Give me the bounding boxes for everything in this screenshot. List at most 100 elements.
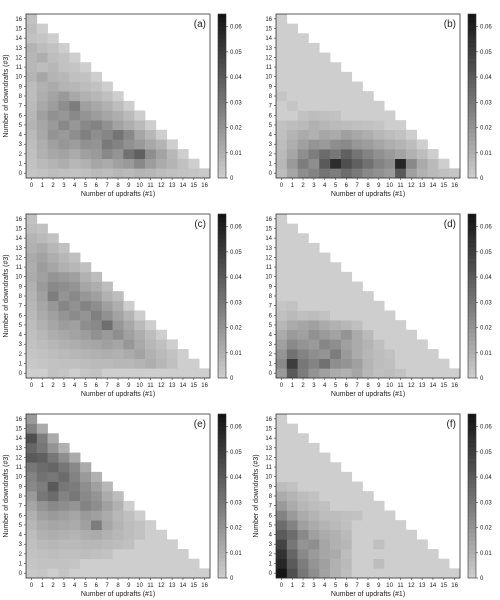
heatmap-cell bbox=[330, 358, 342, 369]
heatmap-cell bbox=[69, 349, 81, 360]
heatmap-cell bbox=[47, 100, 59, 111]
heatmap-cell bbox=[145, 529, 157, 540]
y-tick-label: 3 bbox=[19, 142, 23, 148]
colorbar-segment bbox=[218, 271, 226, 276]
colorbar-tick-label: 0.04 bbox=[480, 275, 492, 281]
heatmap-cell bbox=[297, 529, 309, 540]
y-tick-label: 14 bbox=[15, 36, 22, 42]
heatmap-cell bbox=[101, 291, 113, 302]
heatmap-cell bbox=[308, 510, 320, 521]
heatmap-cell bbox=[69, 149, 81, 160]
heatmap-cell bbox=[297, 120, 309, 131]
heatmap-cell bbox=[308, 471, 320, 482]
heatmap-cell bbox=[319, 71, 331, 82]
heatmap-cell bbox=[58, 149, 70, 160]
heatmap-cell bbox=[47, 42, 59, 53]
colorbar-segment bbox=[218, 161, 226, 166]
x-tick-label: 10 bbox=[386, 383, 393, 389]
heatmap-cell bbox=[36, 242, 48, 253]
heatmap-cell bbox=[166, 349, 178, 360]
colorbar-segment bbox=[468, 300, 476, 305]
heatmap-cell bbox=[199, 168, 211, 179]
colorbar-tick-label: 0.01 bbox=[230, 551, 242, 557]
heatmap-cell bbox=[47, 110, 59, 121]
colorbar-segment bbox=[468, 487, 476, 493]
heatmap-cell bbox=[319, 368, 331, 379]
heatmap-cell bbox=[308, 549, 320, 560]
heatmap-cell bbox=[36, 320, 48, 331]
colorbar-tick-label: 0.03 bbox=[230, 100, 242, 106]
heatmap-cell bbox=[297, 549, 309, 560]
x-tick-label: 16 bbox=[451, 583, 458, 589]
heatmap-cell bbox=[58, 310, 70, 321]
heatmap-cell bbox=[123, 110, 135, 121]
heatmap-cell bbox=[90, 291, 103, 302]
heatmap-cell bbox=[351, 558, 363, 569]
heatmap-cell bbox=[69, 300, 81, 311]
colorbar-segment bbox=[468, 345, 476, 350]
heatmap-cell bbox=[449, 368, 461, 379]
y-tick-label: 12 bbox=[265, 55, 272, 61]
heatmap-cell bbox=[351, 81, 363, 92]
colorbar-segment bbox=[468, 46, 476, 52]
heatmap-cell bbox=[58, 139, 70, 150]
heatmap-cell bbox=[123, 568, 135, 579]
colorbar-segment bbox=[218, 541, 226, 546]
y-tick-label: 13 bbox=[265, 46, 272, 52]
x-tick-label: 1 bbox=[291, 183, 295, 189]
heatmap-cell bbox=[166, 158, 178, 169]
heatmap-cell bbox=[340, 129, 353, 140]
heatmap-cell bbox=[47, 310, 59, 321]
y-tick-label: 9 bbox=[269, 284, 273, 290]
colorbar-segment bbox=[218, 242, 226, 248]
heatmap-cell bbox=[351, 120, 363, 131]
colorbar-segment bbox=[468, 541, 476, 546]
x-tick-label: 2 bbox=[301, 383, 305, 389]
x-tick-label: 4 bbox=[73, 183, 77, 189]
colorbar-segment bbox=[468, 512, 476, 517]
heatmap-cell bbox=[80, 329, 92, 340]
heatmap-cell bbox=[123, 300, 135, 311]
heatmap-cell bbox=[26, 414, 38, 424]
colorbar-segment bbox=[468, 418, 476, 423]
colorbar-tick-label: 0.05 bbox=[480, 50, 492, 56]
y-tick-label: 5 bbox=[19, 123, 23, 129]
heatmap-cell bbox=[340, 81, 353, 92]
heatmap-cell bbox=[80, 481, 92, 492]
heatmap-cell bbox=[276, 300, 288, 311]
x-tick-label: 8 bbox=[116, 383, 120, 389]
heatmap-cell bbox=[308, 291, 320, 302]
heatmap-cell bbox=[308, 310, 320, 321]
heatmap-cell bbox=[58, 52, 70, 63]
y-tick-label: 3 bbox=[19, 542, 23, 548]
heatmap-cell bbox=[36, 42, 48, 53]
heatmap-cell bbox=[319, 252, 331, 263]
x-tick-label: 15 bbox=[190, 583, 197, 589]
heatmap-cell bbox=[36, 168, 48, 179]
heatmap-cell bbox=[286, 100, 298, 111]
heatmap-cell bbox=[145, 520, 157, 531]
heatmap-cell bbox=[405, 168, 417, 179]
heatmap-cell bbox=[90, 168, 103, 179]
colorbar-segment bbox=[218, 214, 226, 219]
y-tick-label: 5 bbox=[269, 523, 273, 529]
y-tick-label: 1 bbox=[269, 362, 273, 368]
x-tick-label: 5 bbox=[334, 183, 338, 189]
heatmap-cell bbox=[80, 81, 92, 92]
y-tick-label: 2 bbox=[269, 552, 273, 558]
colorbar-segment bbox=[218, 516, 226, 521]
heatmap-cell bbox=[188, 158, 200, 169]
x-tick-label: 10 bbox=[136, 583, 143, 589]
heatmap-cell bbox=[351, 310, 363, 321]
colorbar-tick-label: 0.05 bbox=[230, 50, 242, 56]
x-tick-label: 6 bbox=[95, 583, 99, 589]
heatmap-panel: 0 1 2 3 4 5 6 7 8 9 10 11 12 13 14 15 160123456789101112… bbox=[253, 413, 492, 598]
colorbar-segment bbox=[468, 349, 476, 354]
heatmap-cell bbox=[58, 110, 70, 121]
colorbar-segment bbox=[218, 565, 226, 571]
heatmap-cell bbox=[373, 329, 385, 340]
heatmap-cell bbox=[58, 91, 70, 102]
y-tick-label: 0 bbox=[269, 371, 273, 377]
heatmap-cell bbox=[308, 281, 320, 292]
colorbar-segment bbox=[468, 561, 476, 566]
